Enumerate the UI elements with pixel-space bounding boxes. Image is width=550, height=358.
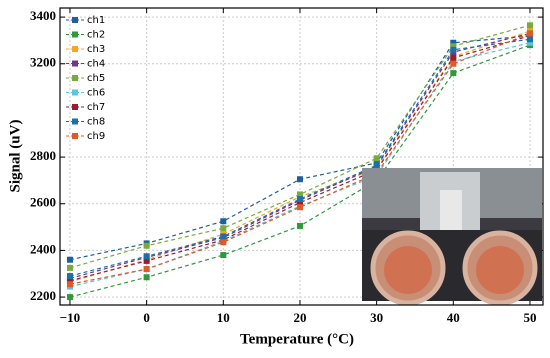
y-axis-label: Signal (uV) <box>7 120 23 193</box>
point <box>143 274 150 281</box>
point <box>526 22 533 29</box>
point <box>296 191 303 198</box>
legend-marker <box>72 60 78 67</box>
legend-label: ch5 <box>87 73 105 84</box>
inset-photo <box>362 168 542 306</box>
legend-marker <box>72 104 78 110</box>
legend-label: ch7 <box>87 102 105 113</box>
x-tick-label: 10 <box>217 310 230 325</box>
point <box>450 54 457 61</box>
legend-marker <box>72 89 78 96</box>
point <box>66 281 73 288</box>
point <box>526 30 533 37</box>
point <box>296 196 303 203</box>
legend-label: ch1 <box>87 15 105 26</box>
point <box>66 264 73 271</box>
x-tick-label: 40 <box>447 310 460 325</box>
legend-marker <box>72 133 78 139</box>
point <box>66 277 73 284</box>
legend-marker <box>72 75 78 81</box>
legend-label: ch3 <box>87 44 105 55</box>
point <box>450 43 457 50</box>
x-tick-label: 0 <box>143 310 150 325</box>
y-tick-label: 2200 <box>30 288 56 303</box>
legend-label: ch4 <box>87 59 105 70</box>
legend-marker <box>72 118 78 125</box>
y-tick-label: 2800 <box>30 148 56 163</box>
point <box>526 36 533 43</box>
point <box>296 176 303 183</box>
x-tick-label: 20 <box>293 310 306 325</box>
point <box>296 204 303 211</box>
point <box>450 70 457 77</box>
plot-frame <box>59 7 544 306</box>
x-tick-label: 50 <box>523 310 536 325</box>
point <box>296 199 303 206</box>
y-tick-label: 3200 <box>30 55 56 70</box>
legend-label: ch8 <box>87 117 105 128</box>
point <box>143 266 150 273</box>
point <box>66 273 73 280</box>
y-tick-label: 2400 <box>30 241 56 256</box>
plot-area <box>66 22 533 301</box>
point <box>296 222 303 229</box>
x-axis-label: Temperature (°C) <box>240 331 354 347</box>
point <box>450 60 457 67</box>
legend-label: ch6 <box>87 88 105 99</box>
point <box>220 225 227 232</box>
photo-disc-inner <box>384 246 432 294</box>
point <box>220 218 227 225</box>
legend: ch1 ch2 ch3 ch4 ch5 ch6 ch7 ch8 ch9 <box>66 15 105 142</box>
point <box>450 46 457 53</box>
legend-label: ch9 <box>87 131 105 142</box>
x-tick-label: −10 <box>60 310 80 325</box>
point <box>143 242 150 249</box>
photo-disc-inner <box>476 246 524 294</box>
point <box>526 39 533 46</box>
point <box>66 294 73 301</box>
legend-marker <box>72 31 78 38</box>
point <box>373 162 380 169</box>
y-tick-label: 2600 <box>30 195 56 210</box>
point <box>220 239 227 246</box>
point <box>220 233 227 240</box>
point <box>143 253 150 260</box>
photo-part <box>440 190 462 230</box>
legend-marker <box>72 46 78 52</box>
x-tick-label: 30 <box>370 310 383 325</box>
y-tick-label: 3400 <box>30 8 56 23</box>
point <box>220 252 227 259</box>
legend-marker <box>72 17 78 23</box>
point <box>450 39 457 46</box>
legend-label: ch2 <box>87 30 105 41</box>
point <box>373 155 380 162</box>
point <box>66 256 73 263</box>
point <box>143 257 150 264</box>
